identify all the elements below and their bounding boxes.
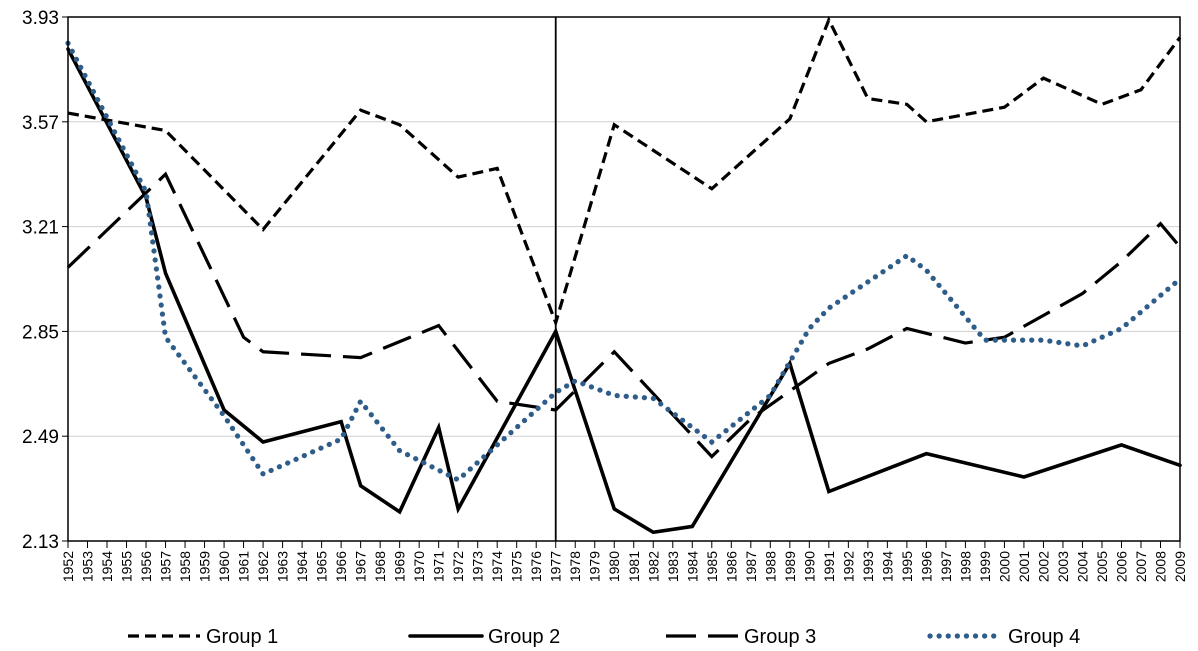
x-tick-label: 1961 [236,551,252,582]
x-tick-label: 1991 [821,551,837,582]
x-tick-label: 1971 [431,551,447,582]
x-tick-label: 1969 [392,551,408,582]
x-tick-label: 1975 [509,551,525,582]
y-axis-ticks: 2.13 2.49 2.85 3.21 3.57 3.93 [22,8,68,553]
series-lines [65,15,1183,535]
x-tick-label: 1997 [938,551,954,582]
x-tick-label: 1978 [567,551,583,582]
x-tick-label: 1982 [645,551,661,582]
x-tick-label: 1984 [684,551,700,582]
x-tick-label: 1993 [860,551,876,582]
x-tick-label: 1986 [723,551,739,582]
y-tick-label: 2.13 [22,532,59,553]
x-tick-label: 1977 [548,551,564,582]
y-tick-label: 2.85 [22,322,59,343]
x-tick-label: 1960 [216,551,232,582]
x-tick-label: 2008 [1152,551,1168,582]
x-tick-label: 1962 [255,551,271,582]
x-tick-label: 1985 [704,551,720,582]
x-tick-label: 2002 [1035,551,1051,582]
x-tick-label: 1989 [782,551,798,582]
x-tick-label: 1974 [489,551,505,582]
x-tick-label: 1958 [177,551,193,582]
series-line-3 [66,171,1182,459]
x-tick-label: 1963 [275,551,291,582]
x-tick-label: 1956 [138,551,154,582]
x-tick-label: 1980 [606,551,622,582]
series-line-4 [65,40,1183,483]
legend-label-4: Group 4 [1008,626,1080,648]
y-tick-label: 3.57 [22,113,59,134]
x-tick-label: 2004 [1074,551,1090,582]
x-tick-label: 1968 [372,551,388,582]
x-tick-label: 1996 [918,551,934,582]
x-tick-label: 1955 [119,551,135,582]
x-tick-label: 1979 [587,551,603,582]
x-tick-label: 1998 [957,551,973,582]
x-tick-label: 1967 [353,551,369,582]
x-tick-label: 2006 [1113,551,1129,582]
y-tick-label: 3.93 [22,8,59,29]
x-tick-label: 1970 [411,551,427,582]
legend: Group 1 Group 2 Group 3 Group 4 [128,626,1080,648]
legend-label-3: Group 3 [744,626,816,648]
y-tick-label: 3.21 [22,218,59,239]
x-tick-label: 1994 [879,551,895,582]
x-tick-label: 1957 [158,551,174,582]
x-tick-label: 1952 [60,551,76,582]
x-tick-label: 1995 [899,551,915,582]
x-tick-label: 1964 [294,551,310,582]
series-line-1 [67,15,1182,328]
x-tick-label: 1976 [528,551,544,582]
x-tick-label: 2003 [1055,551,1071,582]
x-tick-label: 1954 [99,551,115,582]
x-tick-label: 1983 [665,551,681,582]
x-tick-label: 1990 [801,551,817,582]
x-tick-label: 1972 [450,551,466,582]
x-tick-label: 2001 [1016,551,1032,582]
x-tick-label: 1965 [314,551,330,582]
x-axis-ticks: 1952 1953 1954 1955 1956 1957 1958 1959 1960 1961… [60,541,1188,582]
x-tick-label: 1973 [470,551,486,582]
x-tick-label: 2000 [996,551,1012,582]
legend-label-2: Group 2 [488,626,560,648]
series-line-2 [66,47,1182,535]
x-tick-label: 1999 [977,551,993,582]
legend-label-1: Group 1 [206,626,278,648]
plot-area-border [67,16,1181,542]
gridlines [68,16,1180,542]
x-tick-label: 1988 [762,551,778,582]
y-tick-label: 2.49 [22,427,59,448]
x-tick-label: 1966 [333,551,349,582]
x-tick-label: 1959 [197,551,213,582]
x-tick-label: 1981 [626,551,642,582]
x-tick-label: 2007 [1133,551,1149,582]
x-tick-label: 2009 [1172,551,1188,582]
x-tick-label: 2005 [1094,551,1110,582]
x-tick-label: 1992 [840,551,856,582]
x-tick-label: 1953 [80,551,96,582]
x-tick-label: 1987 [743,551,759,582]
